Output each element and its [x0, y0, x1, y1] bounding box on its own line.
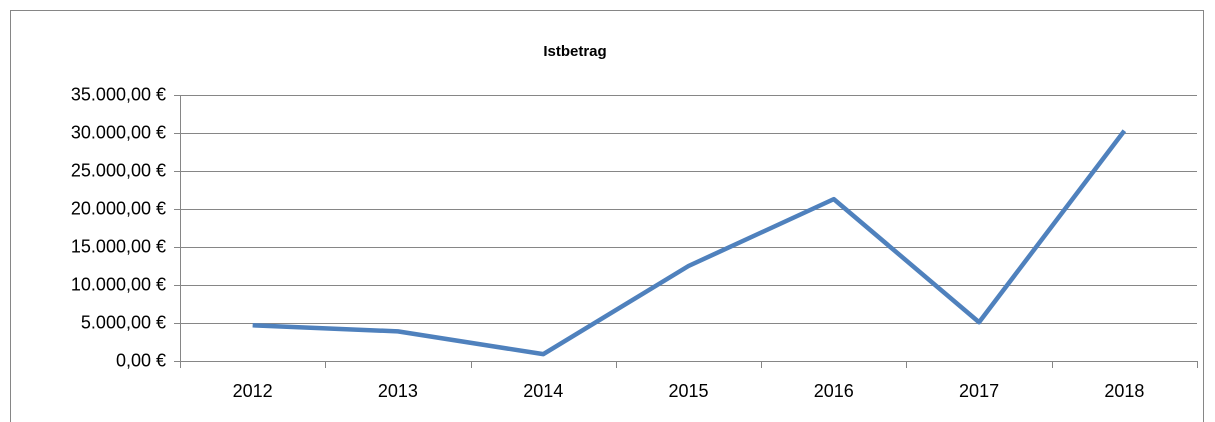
x-tick-label: 2017	[959, 381, 999, 401]
y-tick-label: 30.000,00 €	[71, 122, 166, 142]
x-tick-label: 2018	[1104, 381, 1144, 401]
chart-frame	[10, 10, 1204, 422]
y-tick-label: 35.000,00 €	[71, 84, 166, 104]
x-tick-label: 2014	[523, 381, 563, 401]
x-tick-label: 2013	[378, 381, 418, 401]
x-tick-label: 2016	[814, 381, 854, 401]
x-tick-label: 2012	[233, 381, 273, 401]
x-tick-label: 2015	[668, 381, 708, 401]
chart-title: Istbetrag	[543, 43, 606, 60]
y-tick-label: 10.000,00 €	[71, 274, 166, 294]
y-tick-label: 5.000,00 €	[81, 312, 166, 332]
y-tick-label: 0,00 €	[116, 350, 166, 370]
data-line	[252, 129, 1127, 357]
y-tick-label: 20.000,00 €	[71, 198, 166, 218]
y-tick-label: 25.000,00 €	[71, 160, 166, 180]
y-tick-label: 15.000,00 €	[71, 236, 166, 256]
